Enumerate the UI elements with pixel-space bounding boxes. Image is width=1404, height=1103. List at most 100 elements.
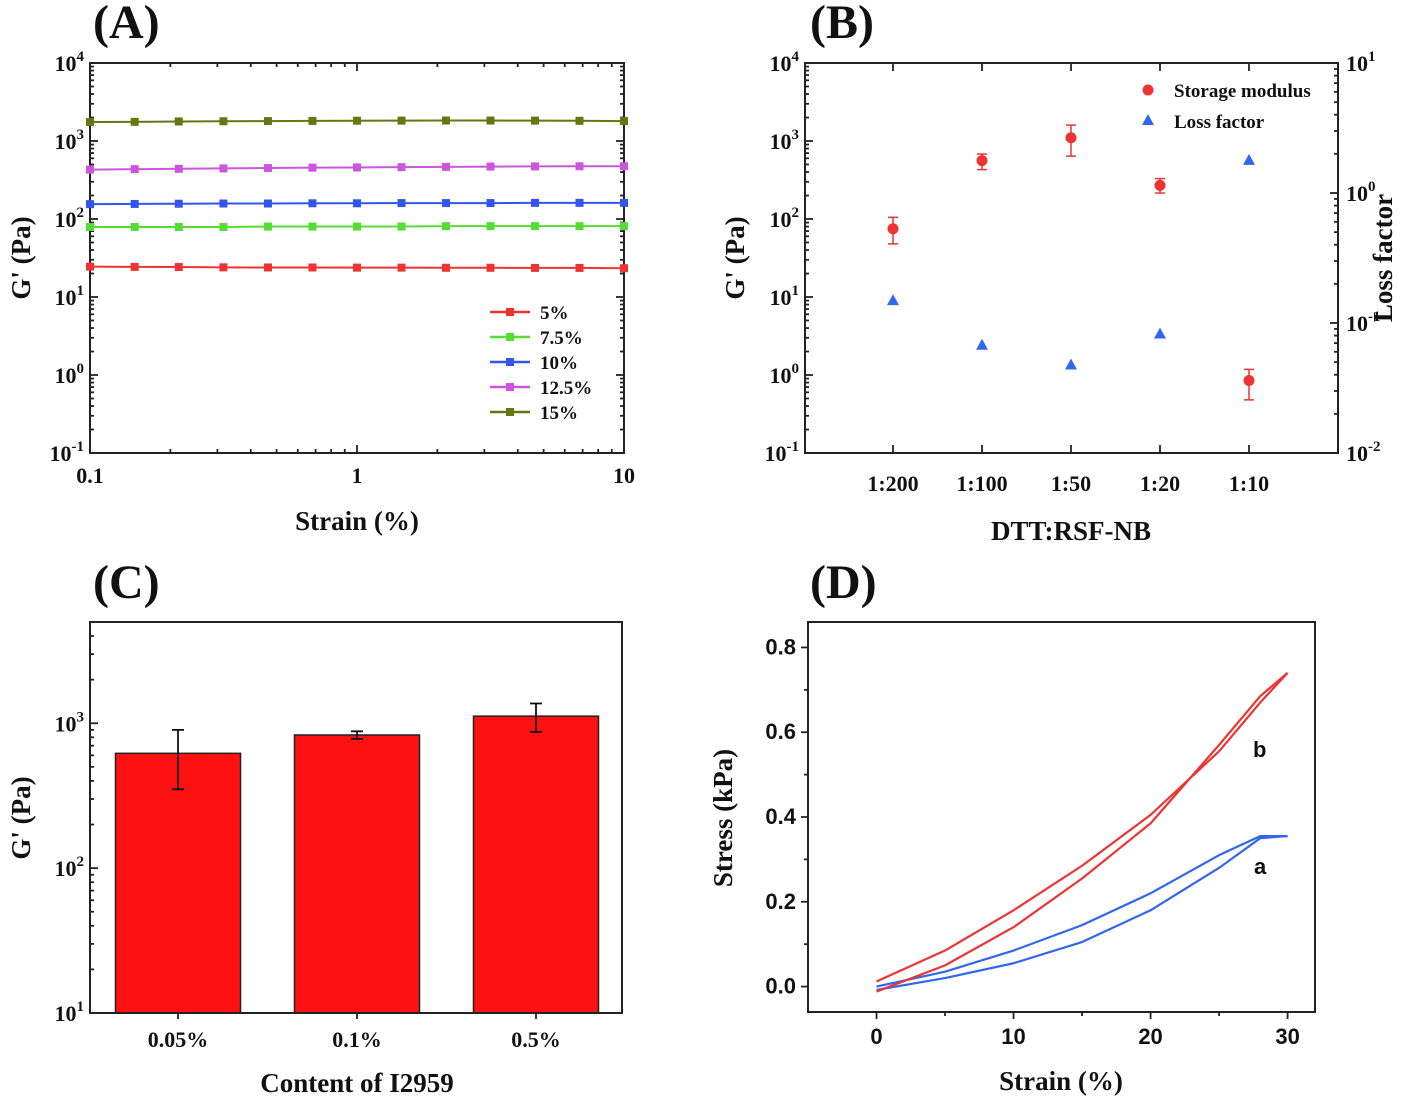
panel-b-xtick-label: 1:10 (1229, 471, 1269, 496)
panel-a-point (174, 222, 183, 231)
panel-b-storage-point (1243, 375, 1255, 387)
panel-c-xtick-label: 0.05% (148, 1027, 209, 1052)
panel-a-point (575, 162, 584, 171)
panel-a-ytick-label: 101 (55, 283, 85, 310)
panel-d-ytick-label: 0.2 (765, 889, 796, 914)
panel-b-storage-point (1065, 132, 1077, 144)
panel-a-ytick-label: 102 (55, 205, 85, 232)
legend-label: 7.5% (540, 328, 583, 349)
panel-b-xtick-label: 1:200 (867, 471, 918, 496)
panel-a-point (130, 222, 139, 231)
panel-b: (B) 10-1 100 101 102 103 104 10-2 10-1 100 101 1:2… (720, 0, 1398, 546)
panel-a-point (397, 263, 406, 272)
panel-a-point (308, 163, 317, 172)
panel-d-curve-label: b (1253, 737, 1266, 762)
panel-a-point (263, 164, 272, 173)
panel-a-point (353, 116, 361, 125)
panel-d: (D) 0.0 0.2 0.4 0.6 0.8 0 10 20 30 a b Strain (%)… (708, 556, 1316, 1096)
panel-a-point (531, 198, 540, 207)
legend-marker (506, 333, 514, 341)
panel-b-xtick-label: 1:100 (956, 471, 1007, 496)
panel-a-point (620, 222, 628, 231)
panel-a-point (531, 116, 540, 125)
panel-a-point (86, 200, 94, 209)
panel-a-point (575, 116, 584, 125)
panel-a-ytick-label: 104 (55, 49, 85, 76)
legend-label: 15% (540, 403, 578, 424)
legend-marker (506, 358, 514, 366)
panel-a-point (219, 263, 228, 272)
panel-b-ytick-label: 10-1 (765, 439, 800, 466)
panel-d-ytick-label: 0.8 (765, 634, 796, 659)
panel-a-point (86, 165, 94, 174)
panel-c: (C) 101 102 103 0.05% 0.1% 0.5% Content of I2… (6, 556, 623, 1098)
panel-a-xlabel: Strain (%) (295, 506, 419, 536)
panel-a-xtick-label: 1 (352, 463, 363, 488)
panel-a-ytick-label: 100 (55, 361, 85, 388)
panel-b-ytick-label: 102 (770, 205, 800, 232)
panel-a-point (441, 162, 450, 171)
panel-a-point (353, 263, 361, 272)
panel-d-ytick-label: 0.6 (765, 719, 796, 744)
panel-c-ytick-label: 102 (55, 854, 85, 881)
panel-a-point (620, 264, 628, 273)
panel-d-label: (D) (810, 556, 877, 609)
panel-c-xlabel: Content of I2959 (260, 1068, 454, 1098)
panel-a-point (397, 199, 406, 208)
panel-a-point (575, 263, 584, 272)
panel-c-xtick-label: 0.1% (332, 1027, 382, 1052)
panel-a-point (308, 263, 317, 272)
panel-a-point (620, 162, 628, 171)
panel-a-point (130, 199, 139, 208)
legend-marker (1142, 84, 1154, 96)
legend-label: 10% (540, 353, 578, 374)
panel-d-xtick-label: 10 (1001, 1024, 1025, 1049)
panel-a-point (263, 263, 272, 272)
panel-c-ytick-label: 103 (55, 709, 85, 736)
panel-a-point (353, 163, 361, 172)
panel-b-lossfactor-point (1065, 358, 1077, 370)
panel-c-ytick-label: 101 (55, 999, 85, 1026)
legend-label: 12.5% (540, 378, 592, 399)
legend-marker (506, 408, 514, 416)
panel-b-y2tick-label: 101 (1346, 49, 1376, 76)
panel-a-point (353, 199, 361, 208)
panel-a-point (486, 162, 495, 171)
panel-d-xtick-label: 30 (1275, 1024, 1299, 1049)
panel-d-ytick-label: 0.4 (765, 804, 796, 829)
panel-d-frame (807, 621, 1316, 1013)
panel-b-xtick-label: 1:20 (1140, 471, 1180, 496)
panel-b-lossfactor-point (1154, 327, 1166, 339)
panel-a-point (308, 199, 317, 208)
panel-a-point (86, 118, 94, 127)
panel-a-point (174, 117, 183, 126)
panel-a-xtick-label: 0.1 (76, 463, 104, 488)
panel-b-xtick-label: 1:50 (1051, 471, 1091, 496)
panel-b-y2label: Loss factor (1368, 194, 1398, 322)
panel-d-xtick-label: 0 (870, 1024, 882, 1049)
panel-b-storage-point (887, 223, 899, 235)
panel-b-storage-point (1154, 179, 1166, 191)
panel-d-curve-b-loading (876, 672, 1289, 983)
panel-a-point (441, 263, 450, 272)
panel-a-point (219, 117, 228, 126)
panel-a-point (397, 222, 406, 231)
panel-b-ytick-label: 101 (770, 283, 800, 310)
panel-a-point (263, 199, 272, 208)
panel-a-point (86, 222, 94, 231)
panel-a-point (486, 116, 495, 125)
panel-c-xtick-label: 0.5% (511, 1027, 561, 1052)
panel-a-point (86, 262, 94, 271)
panel-b-label: (B) (810, 0, 874, 49)
panel-b-ytick-label: 103 (770, 127, 800, 154)
panel-a-point (620, 117, 628, 126)
panel-a-point (486, 199, 495, 208)
panel-a-point (174, 199, 183, 208)
panel-a-point (174, 263, 183, 272)
panel-a-ylabel: G' (Pa) (6, 216, 36, 299)
panel-d-curve-b-unloading (876, 672, 1289, 993)
panel-b-lossfactor-point (887, 294, 899, 306)
panel-a-ytick-label: 10-1 (50, 439, 85, 466)
panel-a-point (263, 117, 272, 126)
